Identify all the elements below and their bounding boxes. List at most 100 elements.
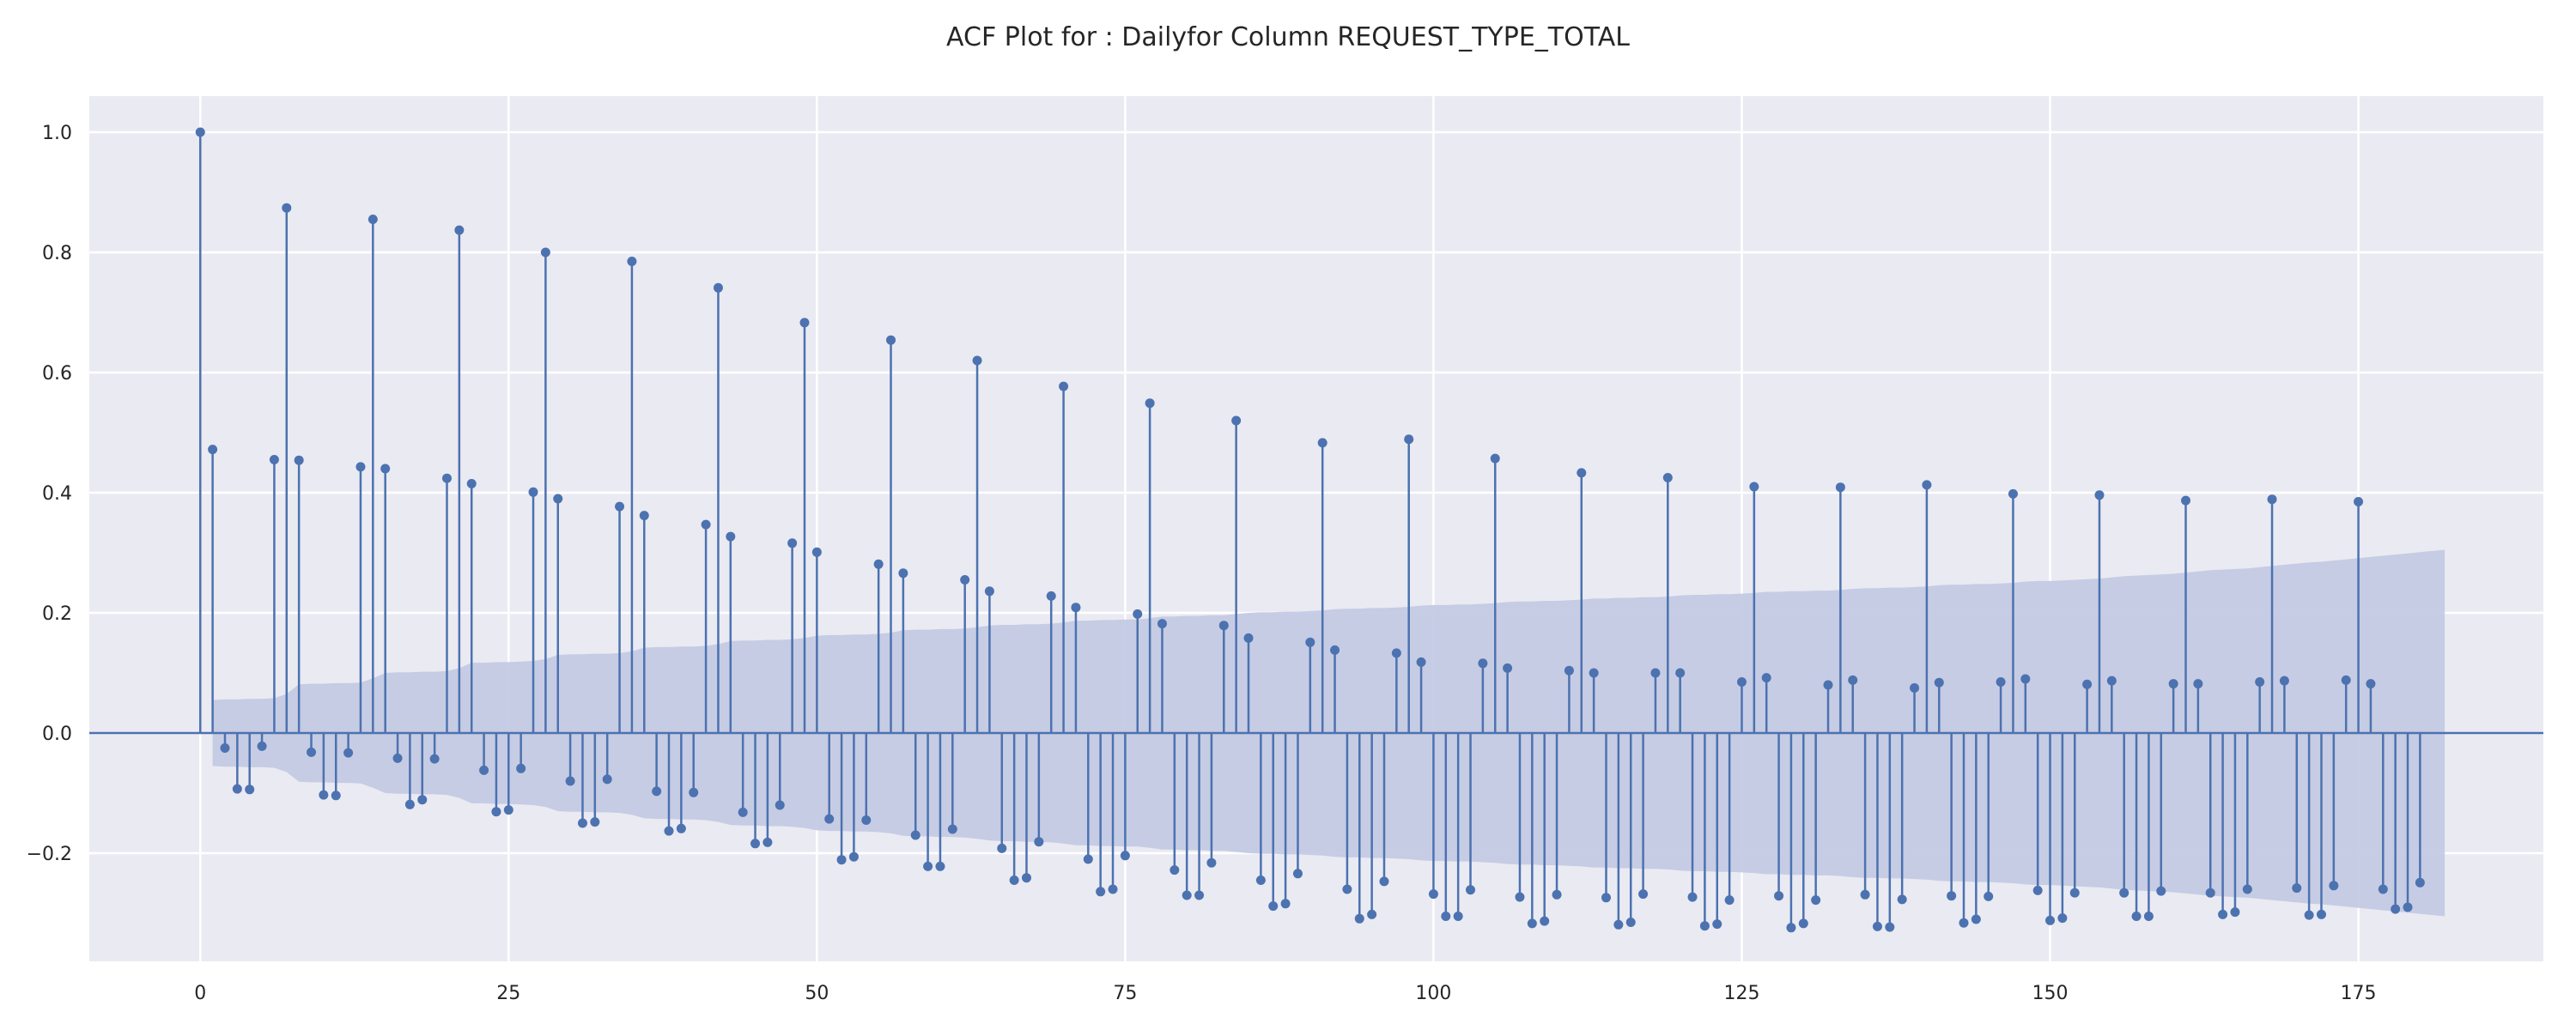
acf-point — [1059, 381, 1069, 391]
acf-point — [1712, 919, 1722, 930]
acf-point — [1552, 889, 1562, 900]
acf-point — [1441, 912, 1451, 921]
acf-point — [627, 257, 637, 266]
acf-point — [208, 445, 218, 455]
acf-point — [2143, 912, 2154, 921]
acf-point — [1231, 415, 1242, 426]
acf-point — [1823, 680, 1833, 690]
acf-point — [1046, 591, 1056, 601]
acf-point — [984, 586, 994, 597]
x-tick-label: 125 — [1723, 983, 1759, 1004]
acf-point — [1638, 889, 1649, 900]
acf-point — [1404, 434, 1414, 445]
acf-point — [2069, 888, 2080, 898]
acf-point — [516, 763, 526, 773]
acf-point — [689, 787, 699, 797]
acf-point — [2415, 877, 2425, 888]
acf-point — [2193, 679, 2203, 689]
acf-point — [2156, 886, 2166, 896]
acf-point — [2391, 904, 2401, 914]
acf-point — [2354, 497, 2364, 506]
acf-point — [1835, 482, 1845, 493]
acf-point — [861, 815, 872, 825]
acf-point — [404, 799, 415, 809]
acf-point — [2242, 884, 2252, 894]
acf-point — [2366, 679, 2376, 689]
acf-point — [1872, 921, 1882, 931]
acf-point — [343, 748, 354, 758]
acf-point — [701, 519, 711, 530]
acf-point — [1503, 663, 1513, 673]
acf-point — [2255, 677, 2265, 687]
acf-point — [2094, 490, 2105, 500]
acf-point — [1490, 453, 1500, 464]
acf-point — [307, 747, 317, 757]
x-tick-label: 50 — [805, 983, 829, 1004]
x-tick-label: 150 — [2032, 983, 2069, 1004]
acf-point — [1959, 918, 1969, 928]
acf-point — [615, 501, 625, 512]
acf-point — [1145, 398, 1155, 409]
acf-point — [997, 843, 1007, 853]
x-tick-label: 75 — [1113, 983, 1137, 1004]
acf-point — [1848, 675, 1858, 685]
acf-point — [1662, 473, 1673, 482]
acf-point — [2106, 676, 2117, 686]
acf-point — [331, 791, 341, 801]
acf-point — [491, 807, 501, 817]
acf-point — [1108, 884, 1118, 894]
acf-point — [1354, 913, 1364, 924]
acf-point — [1367, 909, 1377, 919]
acf-stems — [195, 127, 2425, 933]
acf-point — [1577, 468, 1587, 478]
y-tick-label: 0.6 — [42, 363, 72, 385]
acf-point — [960, 575, 970, 585]
acf-point — [1749, 482, 1759, 492]
acf-point — [811, 547, 822, 557]
acf-point — [2131, 912, 2142, 921]
acf-point — [1268, 901, 1279, 912]
acf-point — [1305, 637, 1315, 647]
acf-point — [713, 282, 723, 293]
acf-point — [1761, 673, 1771, 683]
acf-point — [2082, 679, 2093, 689]
acf-point — [380, 464, 391, 474]
acf-point — [1650, 668, 1661, 678]
acf-point — [1453, 912, 1463, 921]
acf-point — [282, 203, 292, 213]
acf-point — [2119, 888, 2129, 898]
acf-point — [245, 785, 255, 795]
acf-point — [1009, 876, 1019, 885]
acf-point — [935, 861, 945, 871]
acf-point — [799, 318, 810, 328]
acf-point — [1379, 876, 1389, 887]
acf-point — [1811, 895, 1821, 906]
acf-point — [565, 776, 575, 786]
acf-point — [1292, 869, 1303, 879]
acf-point — [392, 753, 403, 763]
acf-point — [1922, 480, 1932, 490]
acf-point — [2378, 884, 2388, 894]
acf-point — [873, 559, 884, 569]
acf-point — [2181, 495, 2191, 506]
acf-point — [1170, 865, 1180, 876]
acf-point — [1342, 884, 1352, 894]
acf-point — [1280, 899, 1291, 909]
acf-point — [540, 247, 550, 258]
acf-point — [1910, 683, 1920, 693]
acf-point — [1206, 857, 1217, 868]
acf-point — [1428, 889, 1438, 900]
acf-point — [947, 824, 957, 834]
acf-point — [1786, 923, 1796, 933]
acf-point — [257, 741, 267, 751]
acf-point — [466, 479, 477, 488]
x-tick-label: 25 — [496, 983, 520, 1004]
y-tick-label: 0.8 — [42, 243, 72, 264]
acf-point — [1885, 922, 1895, 932]
chart-title: ACF Plot for : Dailyfor Column REQUEST_T… — [946, 22, 1630, 52]
acf-point — [652, 786, 662, 797]
acf-point — [2230, 907, 2240, 918]
acf-point — [1255, 876, 1266, 885]
acf-point — [590, 817, 600, 827]
acf-point — [2057, 913, 2068, 924]
